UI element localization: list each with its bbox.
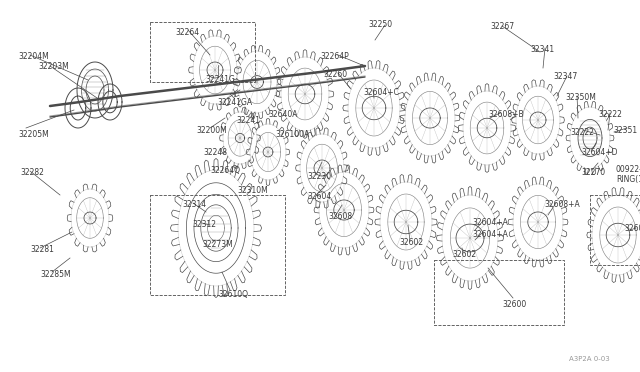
Text: 32264: 32264 (175, 28, 199, 37)
Text: 32230: 32230 (307, 172, 331, 181)
Text: 32241: 32241 (236, 116, 260, 125)
Text: 326100A: 326100A (275, 130, 309, 139)
Text: 32640A: 32640A (268, 110, 298, 119)
Text: 00922-12500
RING(1): 00922-12500 RING(1) (616, 165, 640, 185)
Text: 32264P: 32264P (320, 52, 349, 61)
Text: 32241G: 32241G (205, 75, 235, 84)
Text: 32314: 32314 (182, 200, 206, 209)
Text: 32604+D: 32604+D (581, 148, 618, 157)
Text: 32600: 32600 (502, 300, 526, 309)
Text: 32604+A: 32604+A (472, 230, 508, 239)
Text: 32351: 32351 (613, 126, 637, 135)
Text: 32203M: 32203M (38, 62, 68, 71)
Text: 32312: 32312 (192, 220, 216, 229)
Text: 32270: 32270 (581, 168, 605, 177)
Bar (434, 260, 564, 325)
Text: 32608+A: 32608+A (544, 200, 580, 209)
Text: 32260: 32260 (323, 70, 347, 79)
Text: 32604+A: 32604+A (472, 218, 508, 227)
Text: 32267: 32267 (490, 22, 514, 31)
Text: 32341: 32341 (530, 45, 554, 54)
Text: 32282: 32282 (20, 168, 44, 177)
Text: 32608: 32608 (328, 212, 352, 221)
Text: 32602: 32602 (399, 238, 423, 247)
Text: A3P2A 0-03: A3P2A 0-03 (569, 356, 610, 362)
Bar (590, 195, 640, 265)
Text: 32264Q: 32264Q (210, 166, 240, 175)
Bar (150, 195, 285, 295)
Text: 32610Q: 32610Q (218, 290, 248, 299)
Text: 32248: 32248 (203, 148, 227, 157)
Text: 32222: 32222 (570, 128, 594, 137)
Text: 32604+A: 32604+A (624, 224, 640, 233)
Text: 32285M: 32285M (40, 270, 70, 279)
Text: 32241GA: 32241GA (217, 98, 252, 107)
Text: 32604: 32604 (307, 192, 332, 201)
Text: 32200M: 32200M (196, 126, 227, 135)
Text: 32205M: 32205M (18, 130, 49, 139)
Text: 32602: 32602 (452, 250, 476, 259)
Text: 32273M: 32273M (202, 240, 233, 249)
Text: 32250: 32250 (368, 20, 392, 29)
Text: 32350M: 32350M (565, 93, 596, 102)
Text: 32604+C: 32604+C (363, 88, 399, 97)
Bar (150, 22, 255, 82)
Text: 32204M: 32204M (18, 52, 49, 61)
Text: 32222: 32222 (598, 110, 622, 119)
Text: 32310M: 32310M (237, 186, 268, 195)
Text: 32347: 32347 (553, 72, 577, 81)
Text: 32281: 32281 (30, 245, 54, 254)
Text: 32608+B: 32608+B (488, 110, 524, 119)
